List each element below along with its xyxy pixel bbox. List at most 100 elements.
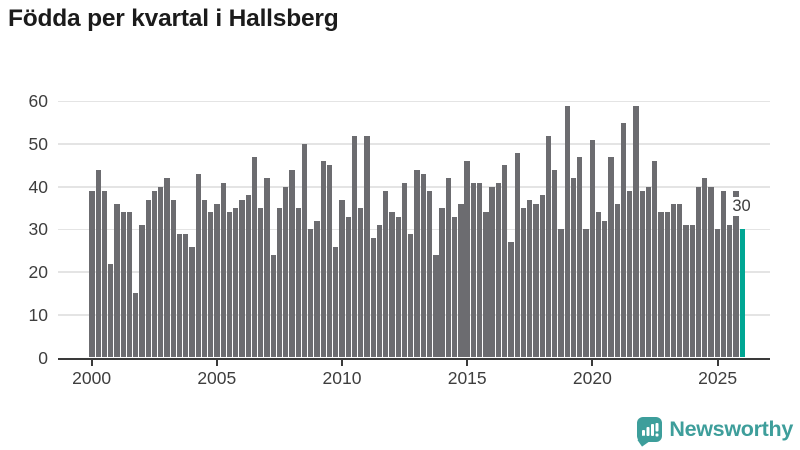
bar [239, 199, 245, 358]
bar [320, 161, 326, 358]
bar [583, 229, 589, 358]
bar [101, 191, 108, 358]
newsworthy-logo-text: Newsworthy [669, 416, 793, 441]
x-axis-tick [90, 360, 93, 366]
bar [208, 212, 214, 358]
bar [214, 203, 220, 358]
bar [114, 203, 120, 358]
bar [376, 225, 383, 358]
gridline [58, 228, 770, 231]
bar [314, 220, 320, 358]
bar [464, 161, 470, 358]
bar [602, 220, 608, 358]
bar [158, 186, 164, 358]
bar [445, 178, 452, 358]
bar [226, 212, 233, 358]
y-axis-label: 0 [38, 347, 48, 368]
gridline [58, 143, 770, 145]
bar [89, 191, 95, 358]
chart-title: Födda per kvartal i Hallsberg [8, 5, 339, 32]
bar [195, 174, 201, 358]
x-axis-tick [466, 360, 469, 366]
bar [577, 156, 583, 358]
bar [358, 208, 364, 358]
bar [164, 178, 170, 358]
y-axis-label: 20 [28, 262, 48, 283]
bar [233, 208, 239, 358]
bar [714, 229, 720, 358]
bar [401, 182, 408, 358]
gridline [58, 271, 770, 273]
bar [270, 255, 276, 358]
y-axis-label: 30 [28, 219, 48, 240]
bar [652, 161, 658, 358]
bar [283, 186, 289, 358]
bar [139, 225, 145, 358]
bar [276, 208, 283, 358]
bar [426, 191, 433, 358]
bar [458, 203, 464, 358]
bar [420, 174, 426, 358]
bar [533, 203, 539, 358]
highlighted-bar [739, 229, 745, 358]
bar [564, 105, 570, 358]
bar [383, 191, 389, 358]
x-axis-label: 2010 [322, 368, 362, 388]
bar [708, 186, 714, 358]
bar [633, 105, 639, 358]
y-axis-label: 60 [28, 91, 48, 112]
bar [439, 208, 445, 358]
bar [702, 178, 708, 358]
bar [627, 191, 633, 358]
bar [695, 186, 702, 358]
gridline [58, 186, 770, 188]
bar [339, 199, 345, 358]
bar [689, 225, 695, 358]
bar [608, 156, 614, 358]
bar [727, 225, 733, 358]
value-annotation: 30 [729, 197, 754, 216]
newsworthy-logo: Newsworthy [637, 415, 793, 443]
newsworthy-logo-icon [637, 416, 663, 442]
bar [258, 208, 264, 358]
bar [539, 195, 545, 358]
bar [470, 182, 477, 358]
bar [570, 178, 577, 358]
bar [620, 122, 627, 358]
gridline [58, 314, 770, 316]
bar [295, 208, 301, 358]
mini-bar-chart-icon [642, 422, 659, 436]
bar [289, 169, 295, 358]
bar [251, 156, 258, 358]
x-axis-tick [591, 360, 594, 366]
bar [264, 178, 270, 358]
bar [720, 191, 727, 358]
bar [595, 212, 602, 358]
x-axis-tick [716, 360, 719, 366]
x-axis-tick [340, 360, 344, 366]
bar [108, 263, 114, 358]
bar [414, 169, 420, 358]
bar [308, 229, 314, 358]
bar [476, 182, 483, 358]
bar [176, 233, 183, 358]
bar [351, 135, 358, 358]
bar [395, 216, 401, 358]
bar [670, 203, 677, 358]
bar [120, 212, 126, 358]
bar [501, 165, 508, 358]
bar [333, 246, 339, 358]
bar [433, 255, 439, 358]
bar [220, 182, 226, 358]
bar [389, 212, 395, 358]
bar [364, 135, 370, 358]
bar [683, 225, 689, 358]
bar [658, 212, 664, 358]
gridline [58, 100, 770, 103]
bar [520, 208, 527, 358]
x-axis-line [58, 357, 770, 361]
bar [370, 238, 376, 358]
y-axis-label: 50 [28, 134, 48, 155]
bar [151, 191, 158, 358]
